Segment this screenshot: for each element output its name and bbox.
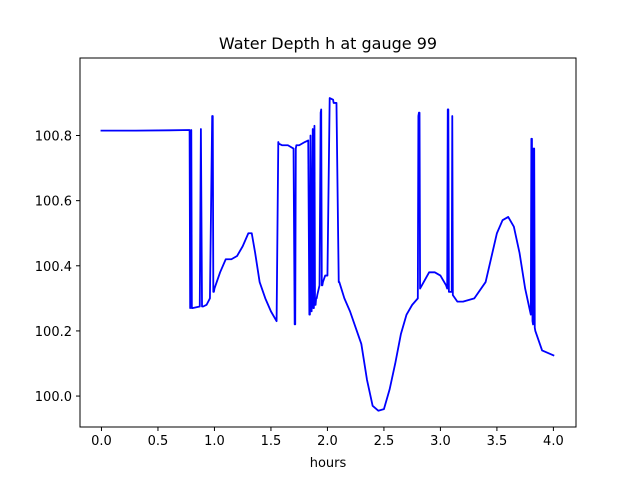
chart-title: Water Depth h at gauge 99 — [219, 34, 437, 53]
y-tick-label: 100.0 — [35, 390, 72, 405]
plot-area — [100, 97, 555, 412]
x-tick-label: 0.5 — [148, 434, 169, 449]
x-tick-label: 1.5 — [261, 434, 282, 449]
x-axis-label: hours — [310, 456, 347, 471]
y-tick-label: 100.6 — [35, 195, 72, 210]
y-tick-label: 100.4 — [35, 260, 72, 275]
x-tick-label: 3.0 — [430, 434, 451, 449]
x-tick-label: 2.5 — [374, 434, 395, 449]
series-line-0 — [100, 97, 555, 412]
x-tick-label: 4.0 — [543, 434, 564, 449]
x-tick-label: 1.0 — [204, 434, 225, 449]
y-tick-label: 100.8 — [35, 130, 72, 145]
x-tick-label: 0.0 — [91, 434, 112, 449]
axes: 0.0 0.5 1.0 1.5 2.0 2.5 3.0 3.5 4.0 100.0 100.2 100… — [35, 57, 577, 449]
axes-frame — [79, 57, 577, 428]
y-tick-label: 100.2 — [35, 325, 72, 340]
x-tick-label: 2.0 — [317, 434, 338, 449]
x-tick-label: 3.5 — [487, 434, 508, 449]
